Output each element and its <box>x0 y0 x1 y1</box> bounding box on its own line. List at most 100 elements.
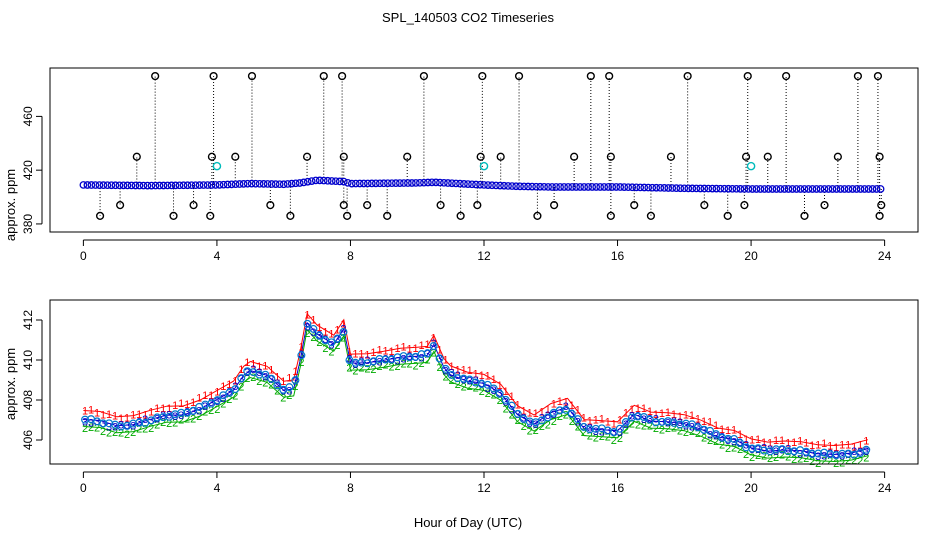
series-3-marker: 3 <box>94 416 100 428</box>
baseline-point <box>556 183 564 191</box>
series-1-marker: 1 <box>719 424 725 436</box>
baseline-point <box>211 181 220 189</box>
spike-low-point <box>606 211 615 220</box>
series-1-marker: 1 <box>659 408 665 420</box>
baseline-point <box>420 178 428 187</box>
series-3-marker: 3 <box>394 355 400 367</box>
baseline-point <box>235 180 244 188</box>
series-1-marker: 1 <box>833 442 839 454</box>
series-2-marker: 2 <box>142 424 148 436</box>
baseline-point <box>644 183 653 192</box>
series-3-marker: 3 <box>406 351 412 363</box>
series-1-marker: 1 <box>419 340 425 352</box>
baseline-point <box>768 185 777 193</box>
series-2-marker: 2 <box>485 388 491 400</box>
series-1-marker: 1 <box>388 346 394 358</box>
x-axis-label: Hour of Day (UTC) <box>414 515 522 530</box>
baseline-point <box>139 181 148 190</box>
series-2-marker: 2 <box>286 390 292 402</box>
spike-low-point <box>533 211 542 220</box>
center-point <box>706 426 715 435</box>
series-1-marker: 1 <box>683 409 689 421</box>
baseline-point <box>311 176 320 185</box>
series-2-marker: 2 <box>521 421 527 433</box>
series-3-marker: 3 <box>857 446 863 458</box>
baseline-point <box>568 183 576 191</box>
baseline-point <box>379 179 388 188</box>
baseline-point <box>572 183 580 191</box>
baseline-point <box>127 181 136 190</box>
center-point <box>513 409 522 418</box>
series-1-marker: 1 <box>689 410 695 422</box>
baseline-point <box>155 181 164 190</box>
baseline-point <box>436 178 444 187</box>
baseline-point <box>375 179 384 188</box>
top-x-tick-label: 20 <box>744 249 758 263</box>
spike-mid-point <box>875 152 884 161</box>
baseline-point <box>223 180 232 189</box>
center-point <box>567 409 576 418</box>
baseline-point <box>612 183 621 191</box>
series-3-marker: 3 <box>370 357 376 369</box>
baseline-point <box>147 181 156 190</box>
baseline-point <box>363 179 372 188</box>
series-3-marker: 3 <box>659 416 665 428</box>
baseline-point <box>676 184 685 193</box>
baseline-point <box>183 181 192 190</box>
center-point <box>423 349 432 358</box>
series-3-marker: 3 <box>388 354 394 366</box>
baseline-point <box>123 181 132 190</box>
series-2-marker: 2 <box>316 337 322 349</box>
series-3-marker: 3 <box>773 446 779 458</box>
baseline-point <box>632 183 641 192</box>
series-2-marker: 2 <box>94 422 100 434</box>
series-1-marker: 1 <box>400 342 406 354</box>
series-2-marker: 2 <box>118 428 124 440</box>
series-3-marker: 3 <box>274 378 280 390</box>
series-1-marker: 1 <box>491 374 497 386</box>
series-1-marker: 1 <box>88 405 94 417</box>
baseline-point <box>592 183 601 191</box>
series-2-marker: 2 <box>653 423 659 435</box>
baseline-point <box>428 178 436 187</box>
series-2-marker: 2 <box>88 422 94 434</box>
spike-mid-point <box>403 152 412 161</box>
series-2-marker: 2 <box>400 358 406 370</box>
baseline-point <box>624 183 633 192</box>
baseline-point <box>692 184 701 193</box>
series-2-marker: 2 <box>148 423 154 435</box>
series-2-marker: 2 <box>178 414 184 426</box>
series-3-line <box>83 321 869 456</box>
baseline-point <box>91 181 100 189</box>
series-1-marker: 1 <box>160 403 166 415</box>
series-2-marker: 2 <box>334 340 340 352</box>
series-1-marker: 1 <box>503 386 509 398</box>
series-2-marker: 2 <box>665 423 671 435</box>
baseline-point <box>756 185 765 193</box>
baseline-point <box>259 180 268 188</box>
series-1-marker: 1 <box>641 403 647 415</box>
series-1-marker: 1 <box>695 413 701 425</box>
series-2-marker: 2 <box>358 363 364 375</box>
baseline-point <box>876 185 885 193</box>
series-1-marker: 1 <box>118 413 124 425</box>
series-3-marker: 3 <box>587 422 593 434</box>
baseline-point <box>396 179 404 187</box>
baseline-point <box>688 184 697 193</box>
series-2-marker: 2 <box>707 435 713 447</box>
spike-low-point <box>169 211 178 220</box>
baseline-point <box>576 183 584 191</box>
series-1-marker: 1 <box>244 357 250 369</box>
series-1-marker: 1 <box>629 404 635 416</box>
series-2-marker: 2 <box>713 436 719 448</box>
series-1-marker: 1 <box>370 347 376 359</box>
center-point <box>844 449 853 458</box>
baseline-point <box>804 185 813 193</box>
series-2-marker: 2 <box>154 419 160 431</box>
series-1-marker: 1 <box>431 333 437 345</box>
series-1-marker: 1 <box>575 405 581 417</box>
center-point <box>772 445 781 454</box>
spike-mid-point <box>476 152 485 161</box>
series-2-marker: 2 <box>364 364 370 376</box>
center-point <box>657 417 666 426</box>
